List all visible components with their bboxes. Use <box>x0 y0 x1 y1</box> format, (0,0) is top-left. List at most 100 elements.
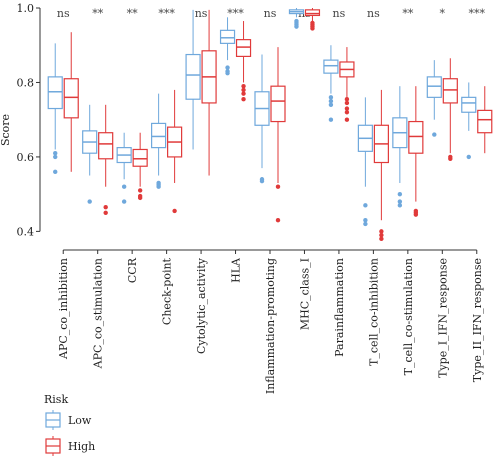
box-iqr <box>461 96 477 113</box>
legend-item-high: High <box>45 436 95 456</box>
legend-label: High <box>68 440 95 453</box>
y-tick-label: 0.4 <box>17 225 35 238</box>
box-low <box>254 54 270 184</box>
significance-label: ns <box>367 7 380 20</box>
outlier-point <box>397 191 403 197</box>
box-iqr <box>132 148 148 167</box>
x-tick-label: Type_II_IFN_response <box>471 258 484 382</box>
box-high <box>201 9 217 176</box>
y-axis-label: Score <box>0 114 12 146</box>
outlier-point <box>328 117 334 122</box>
box-iqr <box>219 29 236 44</box>
outlier-point <box>379 229 384 234</box>
box-high <box>442 58 458 161</box>
box-low <box>82 104 98 204</box>
outlier-point <box>328 95 334 100</box>
x-tick-label: Parainflammation <box>333 258 346 357</box>
series-high <box>63 8 493 242</box>
box-high <box>167 89 183 214</box>
outlier-point <box>275 184 281 189</box>
significance-label: * <box>440 7 446 20</box>
outlier-point <box>344 117 350 122</box>
outlier-point <box>397 199 403 204</box>
box-low <box>357 97 373 227</box>
box-iqr <box>477 109 493 134</box>
box-high <box>477 86 493 154</box>
box-low <box>116 132 132 204</box>
outlier-point <box>53 169 58 175</box>
outlier-point <box>294 24 299 29</box>
significance-label: *** <box>469 7 486 20</box>
outlier-point <box>241 87 246 93</box>
legend-item-low: Low <box>45 410 92 430</box>
box-high <box>235 21 252 102</box>
box-low <box>185 9 201 150</box>
outlier-point <box>121 184 127 189</box>
series-low <box>47 8 477 227</box>
box-low <box>47 43 63 175</box>
outlier-point <box>241 97 246 102</box>
significance-label: ns <box>333 7 346 20</box>
outlier-point <box>328 98 334 104</box>
outlier-point <box>53 151 58 156</box>
box-iqr <box>98 132 114 160</box>
outlier-point <box>363 221 368 227</box>
outlier-point <box>137 195 143 201</box>
y-tick-label: 0.6 <box>17 151 35 164</box>
box-low <box>392 86 408 208</box>
outlier-point <box>344 97 350 102</box>
outlier-point <box>225 65 230 70</box>
outlier-point <box>121 199 127 204</box>
outlier-point <box>53 154 58 160</box>
box-iqr <box>47 76 63 110</box>
outlier-point <box>172 208 177 214</box>
outlier-point <box>432 132 437 137</box>
x-axis: APC_co_inhibition APC_co_stimulation CCR Ch… <box>57 249 484 394</box>
box-iqr <box>426 76 442 98</box>
outlier-point <box>103 210 108 215</box>
outlier-point <box>448 156 453 161</box>
outlier-point <box>397 203 403 208</box>
box-high <box>304 8 321 31</box>
box-low <box>323 45 339 122</box>
box-iqr <box>151 122 167 149</box>
legend-label: Low <box>68 414 92 427</box>
outlier-point <box>328 102 334 108</box>
box-iqr <box>304 9 321 17</box>
x-tick-label: T_cell_co-stimulation <box>402 258 415 375</box>
x-tick-label: HLA <box>230 257 243 283</box>
outlier-point <box>137 188 143 193</box>
box-low <box>288 8 305 29</box>
outlier-point <box>103 204 108 210</box>
x-tick-label: APC_co_stimulation <box>92 258 105 369</box>
outlier-point <box>379 236 384 242</box>
outlier-point <box>379 232 384 238</box>
box-groups <box>47 8 493 242</box>
box-high <box>270 47 286 223</box>
y-tick-label: 0.8 <box>17 76 35 89</box>
significance-labels: ns ** ** *** ns *** ns ns ns ns ** * *** <box>57 7 486 20</box>
outlier-point <box>87 199 92 204</box>
significance-label: *** <box>158 7 175 20</box>
outlier-point <box>466 154 471 160</box>
significance-label: *** <box>227 7 244 20</box>
box-iqr <box>235 39 252 57</box>
box-low <box>219 17 236 76</box>
x-tick-label: Inflammation-promoting <box>264 258 277 394</box>
outlier-point <box>275 218 281 223</box>
outlier-point <box>225 70 230 76</box>
box-high <box>339 47 355 122</box>
significance-label: ns <box>264 7 277 20</box>
box-iqr <box>185 53 201 100</box>
significance-label: ** <box>402 7 414 20</box>
box-high <box>63 32 79 172</box>
y-tick-label: 1.0 <box>17 2 35 15</box>
outlier-point <box>310 26 315 31</box>
x-tick-label: MHC_class_I <box>298 258 311 330</box>
outlier-point <box>344 106 350 111</box>
outlier-point <box>156 184 161 189</box>
outlier-point <box>363 203 368 208</box>
x-tick-label: T_cell_co-inhibition <box>367 258 380 366</box>
outlier-point <box>413 212 419 217</box>
